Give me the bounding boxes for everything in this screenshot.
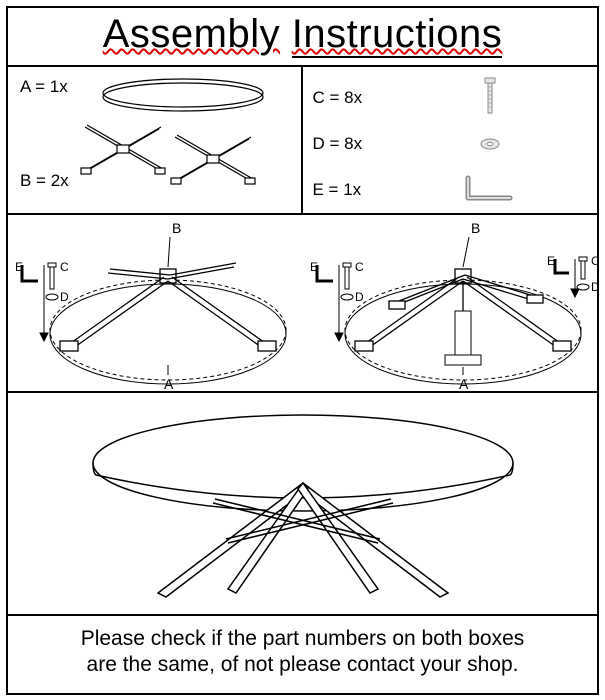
parts-right-panel: C = 8x D = 8x xyxy=(303,67,598,213)
svg-text:C: C xyxy=(60,260,69,274)
svg-text:A: A xyxy=(459,376,469,391)
bolt-icon xyxy=(393,76,588,120)
part-d-row: D = 8x xyxy=(313,121,588,167)
svg-text:D: D xyxy=(355,290,364,304)
part-d-label: D = 8x xyxy=(313,134,393,154)
part-c-row: C = 8x xyxy=(313,75,588,121)
svg-text:E: E xyxy=(15,260,23,274)
part-e-label: E = 1x xyxy=(313,180,393,200)
svg-text:B: B xyxy=(172,220,181,236)
footer-line-2: are the same, of not please contact your… xyxy=(20,652,585,678)
part-e-row: E = 1x xyxy=(313,167,588,213)
svg-text:D: D xyxy=(60,290,69,304)
parts-left-illustration xyxy=(8,67,288,207)
svg-text:B: B xyxy=(471,220,480,236)
final-row xyxy=(8,393,597,614)
outer-frame: Assembly Instructions A = 1x B = 2x xyxy=(6,6,599,616)
step-2: E C D E C D B A xyxy=(303,215,598,391)
step-1: E C D B A xyxy=(8,215,303,391)
parts-row: A = 1x B = 2x xyxy=(8,67,597,215)
step-1-illustration: E C D B A xyxy=(8,215,304,391)
parts-left-panel: A = 1x B = 2x xyxy=(8,67,303,213)
footer-note: Please check if the part numbers on both… xyxy=(6,616,599,695)
svg-text:C: C xyxy=(591,254,599,268)
svg-text:E: E xyxy=(547,254,555,268)
svg-text:D: D xyxy=(591,280,599,294)
steps-row: E C D B A xyxy=(8,215,597,393)
svg-text:E: E xyxy=(310,260,318,274)
part-c-label: C = 8x xyxy=(313,88,393,108)
footer-line-1: Please check if the part numbers on both… xyxy=(20,626,585,652)
svg-text:C: C xyxy=(355,260,364,274)
final-illustration xyxy=(8,393,598,613)
page-title: Assembly Instructions xyxy=(8,12,597,57)
allen-key-icon xyxy=(393,172,588,208)
title-word-2: Instructions xyxy=(292,12,503,58)
title-word-1: Assembly xyxy=(103,12,280,56)
step-2-illustration: E C D E C D B A xyxy=(303,215,599,391)
svg-text:A: A xyxy=(164,376,174,391)
washer-icon xyxy=(393,134,588,154)
title-row: Assembly Instructions xyxy=(8,8,597,67)
instruction-sheet: Assembly Instructions A = 1x B = 2x xyxy=(0,0,605,700)
